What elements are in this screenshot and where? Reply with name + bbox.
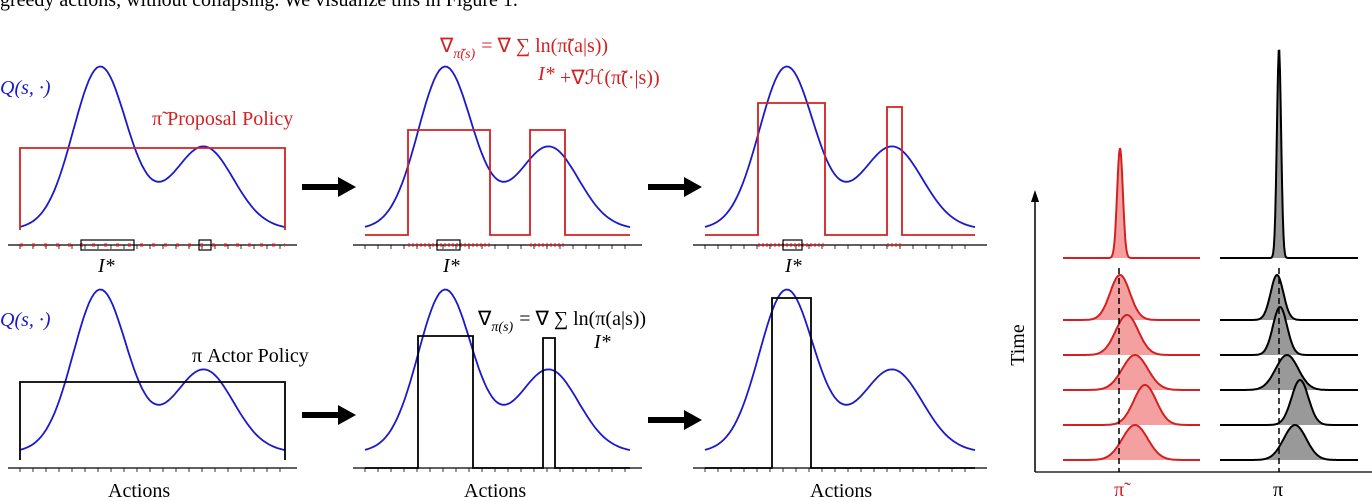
sum-index: I* [537, 63, 555, 85]
q-curve [19, 65, 286, 228]
step-arrow [302, 405, 356, 425]
density-curve [1063, 314, 1200, 356]
rhs: = ∇ ∑ ln(π(a|s)) [519, 308, 646, 330]
density-curve [1220, 305, 1358, 356]
policy-label: π Actor Policy [192, 345, 309, 367]
step-arrow [302, 177, 356, 197]
interval-label: I* [97, 255, 115, 277]
density-curve [1220, 273, 1358, 321]
step-arrow [648, 410, 702, 430]
density-curve [1063, 384, 1200, 426]
proposal-policy [19, 147, 286, 230]
subscript: π̃(s) [453, 47, 475, 62]
q-label: Q(s, ·) [0, 77, 51, 99]
q-label: Q(s, ·) [0, 309, 51, 331]
density-fill [1220, 355, 1358, 390]
density-curve [1063, 273, 1200, 321]
density-fill [1220, 425, 1358, 460]
density-fill [1220, 380, 1358, 425]
interval-label: I* [442, 255, 460, 277]
rhs: = ∇ ∑ ln(π̃(a|s)) [481, 35, 608, 57]
q-curve [704, 65, 976, 228]
caption-fragment: greedy actions, without collapsing. We v… [0, 0, 518, 11]
sum-index: I* [593, 331, 611, 353]
nabla: ∇ [439, 35, 454, 57]
interval-box [436, 239, 461, 251]
interval-label: I* [784, 255, 802, 277]
density-curve [1220, 378, 1358, 426]
step-arrow [648, 177, 702, 197]
interval-box [782, 239, 803, 251]
density-curve [1220, 424, 1358, 461]
density-fill [1063, 425, 1200, 460]
axis-label: Actions [108, 480, 170, 501]
density-fill [1063, 148, 1200, 258]
actor-policy [705, 297, 975, 469]
q-curve [364, 65, 631, 228]
policy-label: π̃ Proposal Policy [152, 108, 293, 130]
actor-policy [365, 335, 630, 469]
density-fill [1220, 50, 1358, 259]
q-curve [364, 288, 631, 451]
density-fill [1063, 385, 1200, 425]
density-curve [1063, 354, 1200, 391]
nabla: ∇ [477, 308, 492, 330]
time-label: Time [1007, 324, 1029, 366]
axis-label: Actions [810, 480, 872, 501]
density-fill [1063, 315, 1200, 355]
q-curve [19, 288, 286, 451]
entropy-term: +∇ℋ(π̃(·|s)) [560, 67, 660, 89]
density-curve [1063, 424, 1200, 461]
time-arrow [1031, 190, 1039, 202]
axis-label: Actions [464, 480, 526, 501]
update-rule: ∇π̃(s) = ∇ ∑ ln(π̃(a|s)) [439, 35, 608, 62]
interval-box [80, 239, 135, 251]
density-fill [1220, 307, 1358, 355]
proposal-policy [705, 102, 975, 236]
actor-policy [19, 381, 286, 460]
density-curve [1063, 147, 1200, 259]
proposal-policy [365, 129, 630, 236]
q-curve [704, 288, 976, 451]
column-label: π [1273, 479, 1283, 501]
update-rule: ∇π(s) = ∇ ∑ ln(π(a|s)) [477, 308, 646, 335]
density-curve [1220, 49, 1358, 259]
density-curve [1220, 353, 1358, 391]
column-label: π̃ [1114, 479, 1131, 501]
density-fill [1063, 355, 1200, 390]
interval-box [198, 239, 212, 251]
subscript: π(s) [491, 320, 513, 335]
